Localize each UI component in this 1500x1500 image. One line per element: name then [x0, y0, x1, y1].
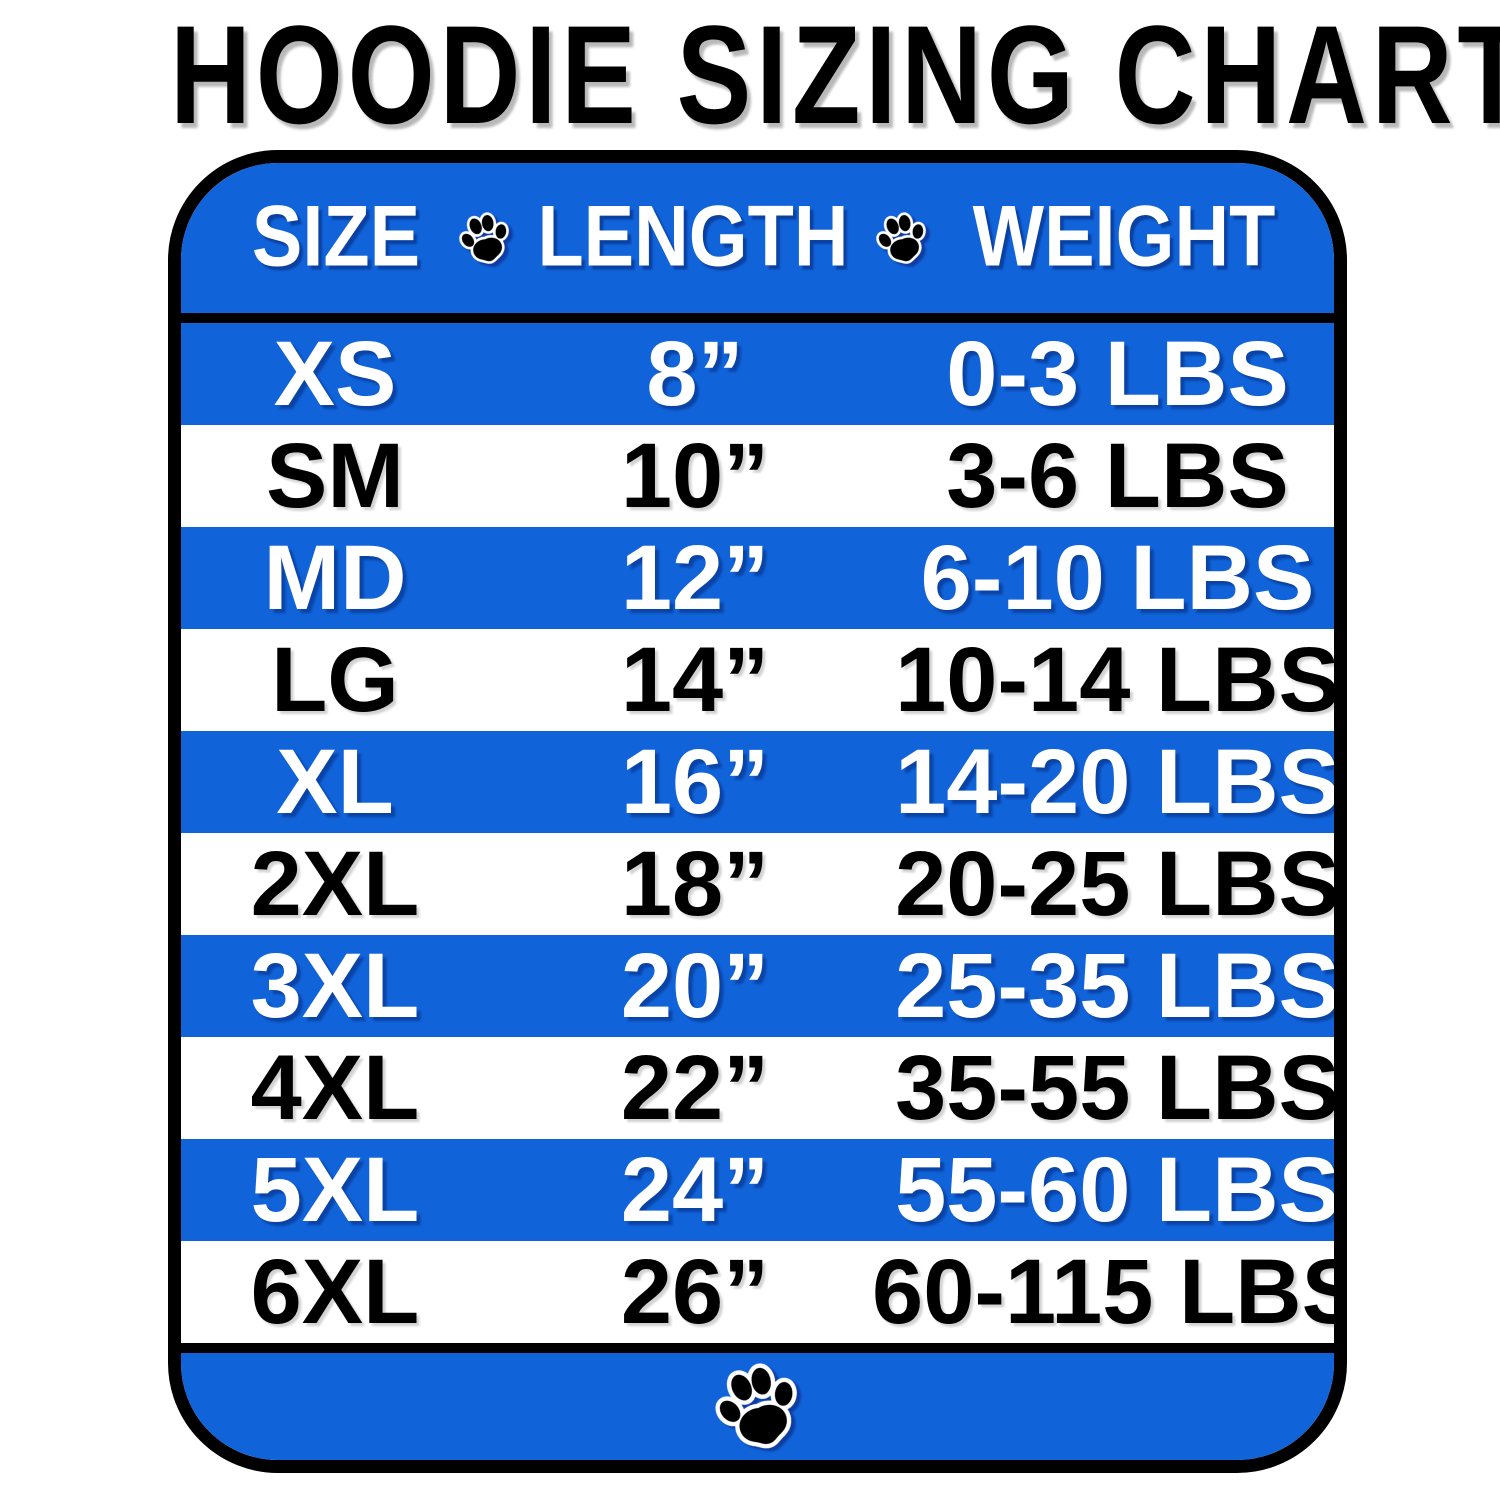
page-title-text: HOODIE SIZING CHART: [170, 0, 1500, 153]
table-body: XS 8” 0-3 LBS SM 10” 3-6 LBS MD 12” 6-10…: [181, 323, 1334, 1343]
cell-length: 24”: [620, 1139, 770, 1241]
cell-size: 2XL: [250, 833, 420, 935]
sizing-chart-card: SIZE LENGTH WEIGHT XS 8” 0-3 LBS SM 10” …: [168, 150, 1347, 1473]
cell-weight: 10-14 LBS: [895, 629, 1340, 731]
cell-length: 14”: [620, 629, 770, 731]
table-row: SM 10” 3-6 LBS: [181, 425, 1334, 527]
footer-divider: [181, 1343, 1334, 1353]
cell-length: 20”: [620, 935, 770, 1037]
cell-weight: 0-3 LBS: [946, 323, 1289, 425]
cell-length: 10”: [620, 425, 770, 527]
table-row: 5XL 24” 55-60 LBS: [181, 1139, 1334, 1241]
cell-weight: 3-6 LBS: [946, 425, 1289, 527]
table-row: 6XL 26” 60-115 LBS: [181, 1241, 1334, 1343]
page-title: HOODIE SIZING CHART: [0, 5, 1500, 145]
paw-icon: [448, 199, 521, 278]
table-row: 2XL 18” 20-25 LBS: [181, 833, 1334, 935]
cell-size: MD: [263, 527, 407, 629]
paw-icon: [865, 199, 938, 278]
cell-length: 22”: [620, 1037, 770, 1139]
cell-size: LG: [271, 629, 399, 731]
table-row: 4XL 22” 35-55 LBS: [181, 1037, 1334, 1139]
cell-length: 8”: [646, 323, 744, 425]
header-divider: [181, 313, 1334, 323]
cell-length: 12”: [620, 527, 770, 629]
cell-size: XS: [273, 323, 397, 425]
cell-length: 26”: [620, 1241, 770, 1343]
cell-size: SM: [266, 425, 404, 527]
cell-size: XL: [276, 731, 394, 833]
cell-weight: 55-60 LBS: [895, 1139, 1340, 1241]
cell-weight: 35-55 LBS: [895, 1037, 1340, 1139]
table-row: XL 16” 14-20 LBS: [181, 731, 1334, 833]
cell-size: 6XL: [250, 1241, 420, 1343]
cell-weight: 20-25 LBS: [895, 833, 1340, 935]
column-header-weight: WEIGHT: [972, 188, 1276, 285]
cell-size: 5XL: [250, 1139, 420, 1241]
cell-weight: 60-115 LBS: [872, 1241, 1347, 1343]
table-row: 3XL 20” 25-35 LBS: [181, 935, 1334, 1037]
cell-size: 3XL: [250, 935, 420, 1037]
table-row: MD 12” 6-10 LBS: [181, 527, 1334, 629]
cell-weight: 14-20 LBS: [895, 731, 1340, 833]
cell-weight: 6-10 LBS: [920, 527, 1315, 629]
column-header-length: LENGTH: [537, 188, 849, 285]
paw-icon: [696, 1343, 819, 1470]
table-footer: [181, 1353, 1334, 1460]
table-header: SIZE LENGTH WEIGHT: [181, 163, 1334, 313]
table-row: XS 8” 0-3 LBS: [181, 323, 1334, 425]
column-header-size: SIZE: [251, 188, 421, 285]
table-row: LG 14” 10-14 LBS: [181, 629, 1334, 731]
cell-weight: 25-35 LBS: [895, 935, 1340, 1037]
cell-size: 4XL: [250, 1037, 420, 1139]
cell-length: 18”: [620, 833, 770, 935]
cell-length: 16”: [620, 731, 770, 833]
